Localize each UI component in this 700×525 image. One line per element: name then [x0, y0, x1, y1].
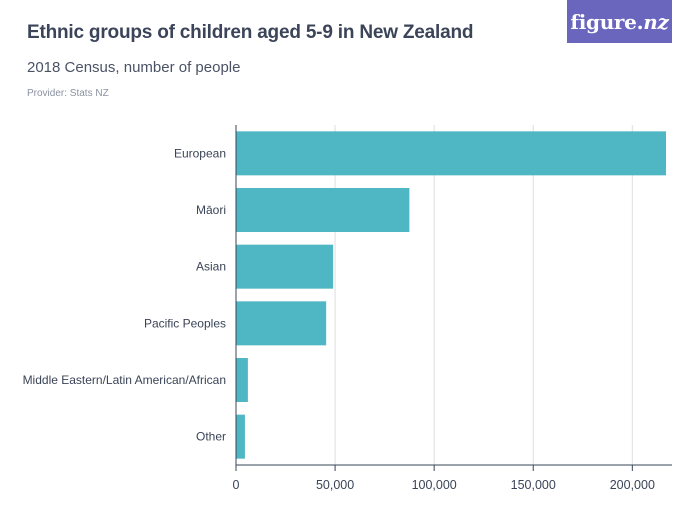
logo-suffix: nz	[643, 9, 669, 34]
x-tick-label: 100,000	[412, 478, 457, 492]
figure-nz-logo[interactable]: figure. nz	[567, 0, 672, 43]
bar-asian[interactable]	[236, 244, 334, 289]
category-label: Middle Eastern/Latin American/African	[23, 373, 226, 387]
logo-dot: .	[636, 9, 644, 34]
chart-title: Ethnic groups of children aged 5-9 in Ne…	[27, 22, 474, 43]
bar-pacific-peoples[interactable]	[236, 301, 327, 346]
data-provider: Provider: Stats NZ	[27, 88, 109, 99]
chart-subtitle: 2018 Census, number of people	[27, 59, 241, 76]
bar-middle-eastern-latin-american-african[interactable]	[236, 358, 248, 402]
category-label: Other	[196, 430, 226, 444]
logo-name: figure	[570, 9, 637, 34]
x-tick-label: 200,000	[610, 478, 655, 492]
x-tick-label: 0	[233, 478, 240, 492]
bar-m-ori[interactable]	[236, 188, 410, 232]
category-label: European	[174, 146, 226, 160]
category-label: Asian	[196, 260, 226, 274]
bar-european[interactable]	[236, 131, 667, 176]
x-tick-label: 150,000	[511, 478, 556, 492]
bar-other[interactable]	[236, 414, 245, 459]
x-tick-label: 50,000	[316, 478, 354, 492]
category-label: Pacific Peoples	[144, 316, 226, 330]
category-label: Māori	[196, 203, 226, 217]
